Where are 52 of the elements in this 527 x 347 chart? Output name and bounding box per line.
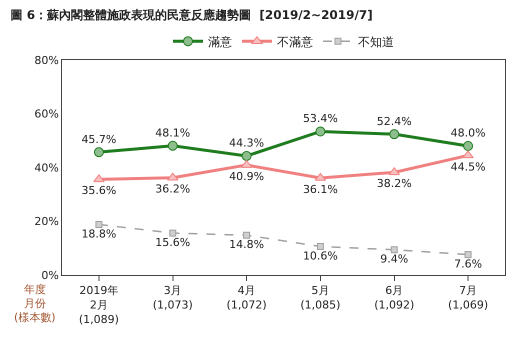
y-tick-label: 20% bbox=[34, 215, 59, 228]
data-label: 48.1% bbox=[155, 126, 190, 140]
data-label: 38.2% bbox=[376, 177, 412, 190]
point bbox=[316, 243, 324, 250]
point bbox=[388, 167, 400, 176]
point bbox=[462, 150, 474, 158]
data-label: 40.9% bbox=[229, 170, 264, 183]
chart-title: 圖 6：蘇內閣整體施政表現的民意反應趨勢圖 [2019/2~2019/7] bbox=[10, 8, 373, 22]
x-tick-label: 4月 (1,072) bbox=[226, 284, 267, 312]
point bbox=[463, 141, 474, 151]
point bbox=[243, 232, 250, 239]
x-tick-label: 3月 (1,073) bbox=[152, 284, 193, 312]
x-tick-label: 2019年 2月 (1,089) bbox=[78, 284, 119, 326]
point bbox=[390, 246, 398, 254]
data-label: 7.6% bbox=[454, 258, 482, 271]
legend-label: 滿意 bbox=[208, 34, 232, 49]
x-tick-label: 5月 (1,085) bbox=[300, 284, 340, 312]
point bbox=[315, 126, 326, 136]
x-tick-label: 7月 (1,069) bbox=[448, 284, 488, 312]
data-label: 53.4% bbox=[302, 112, 338, 126]
point bbox=[169, 230, 176, 237]
point bbox=[242, 150, 252, 161]
point bbox=[314, 172, 326, 181]
y-tick-label: 80% bbox=[34, 54, 59, 67]
data-label: 9.4% bbox=[380, 252, 408, 266]
point bbox=[168, 140, 178, 151]
data-label: 15.6% bbox=[155, 236, 190, 250]
legend-label: 不知道 bbox=[358, 34, 394, 49]
data-label: 10.6% bbox=[302, 250, 338, 263]
y-tick-label: 60% bbox=[34, 108, 59, 121]
data-label: 48.0% bbox=[450, 126, 486, 140]
point bbox=[389, 129, 400, 140]
data-label: 36.1% bbox=[302, 182, 338, 196]
legend-label: 不滿意 bbox=[277, 34, 313, 49]
data-label: 18.8% bbox=[81, 227, 116, 240]
y-tick-label: 40% bbox=[34, 161, 59, 174]
text: 月份 bbox=[24, 297, 46, 310]
data-label: 45.7% bbox=[81, 132, 116, 146]
point bbox=[93, 174, 105, 182]
text: (樣本數) bbox=[14, 311, 56, 324]
data-label: 36.2% bbox=[155, 182, 190, 196]
x-tick-label: 6月 (1,092) bbox=[374, 284, 414, 312]
data-label: 44.5% bbox=[450, 160, 486, 174]
data-label: 35.6% bbox=[81, 184, 116, 198]
point bbox=[464, 251, 472, 258]
point bbox=[94, 147, 104, 158]
y-tick-label: 0% bbox=[41, 268, 59, 282]
data-label: 44.3% bbox=[229, 136, 264, 150]
point bbox=[95, 220, 102, 228]
data-label: 14.8% bbox=[229, 238, 264, 252]
data-label: 52.4% bbox=[376, 114, 412, 128]
text: 年度 bbox=[24, 283, 46, 296]
